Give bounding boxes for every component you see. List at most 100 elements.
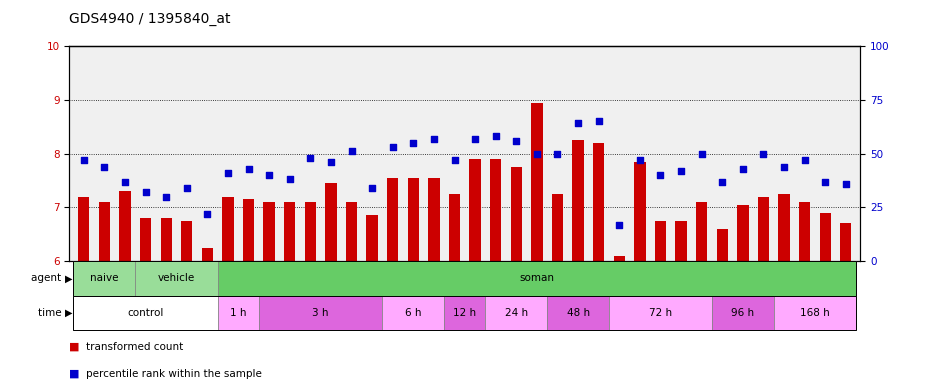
Bar: [217, 261, 857, 296]
Text: transformed count: transformed count: [86, 342, 183, 352]
Bar: [181, 221, 192, 261]
Bar: [99, 202, 110, 261]
Text: 3 h: 3 h: [313, 308, 329, 318]
Bar: [428, 178, 439, 261]
Bar: [135, 261, 217, 296]
Bar: [449, 194, 460, 261]
Point: [386, 144, 401, 150]
Bar: [778, 194, 790, 261]
Point: [241, 166, 256, 172]
Point: [797, 157, 812, 163]
Bar: [161, 218, 172, 261]
Bar: [119, 191, 130, 261]
Bar: [486, 296, 548, 330]
Point: [324, 159, 339, 165]
Bar: [712, 296, 773, 330]
Bar: [470, 159, 481, 261]
Point: [611, 222, 626, 228]
Text: 6 h: 6 h: [405, 308, 422, 318]
Text: 1 h: 1 h: [230, 308, 246, 318]
Bar: [78, 197, 90, 261]
Bar: [609, 296, 712, 330]
Point: [756, 151, 771, 157]
Point: [262, 172, 277, 178]
Text: ■: ■: [69, 369, 83, 379]
Point: [777, 164, 792, 170]
Bar: [382, 296, 444, 330]
Bar: [717, 229, 728, 261]
Text: vehicle: vehicle: [158, 273, 195, 283]
Bar: [217, 296, 259, 330]
Text: time: time: [38, 308, 65, 318]
Bar: [531, 103, 543, 261]
Bar: [675, 221, 686, 261]
Bar: [490, 159, 501, 261]
Bar: [346, 202, 357, 261]
Bar: [511, 167, 522, 261]
Text: 24 h: 24 h: [505, 308, 528, 318]
Bar: [737, 205, 748, 261]
Bar: [73, 296, 217, 330]
Bar: [444, 296, 486, 330]
Bar: [655, 221, 666, 261]
Point: [200, 211, 215, 217]
Point: [818, 179, 833, 185]
Bar: [840, 223, 852, 261]
Point: [735, 166, 750, 172]
Text: 168 h: 168 h: [800, 308, 830, 318]
Bar: [799, 202, 810, 261]
Bar: [408, 178, 419, 261]
Point: [529, 151, 544, 157]
Bar: [284, 202, 295, 261]
Bar: [304, 202, 316, 261]
Point: [571, 121, 586, 127]
Bar: [548, 296, 609, 330]
Point: [117, 179, 132, 185]
Point: [468, 136, 483, 142]
Text: 12 h: 12 h: [453, 308, 476, 318]
Text: naive: naive: [90, 273, 118, 283]
Bar: [552, 194, 563, 261]
Text: percentile rank within the sample: percentile rank within the sample: [86, 369, 262, 379]
Point: [673, 168, 688, 174]
Point: [653, 172, 668, 178]
Bar: [635, 162, 646, 261]
Bar: [593, 143, 604, 261]
Point: [77, 157, 92, 163]
Bar: [140, 218, 152, 261]
Point: [838, 180, 853, 187]
Text: 96 h: 96 h: [732, 308, 755, 318]
Point: [282, 176, 297, 182]
Bar: [366, 215, 377, 261]
Point: [159, 194, 174, 200]
Point: [633, 157, 648, 163]
Point: [715, 179, 730, 185]
Point: [695, 151, 709, 157]
Bar: [243, 199, 254, 261]
Bar: [773, 296, 857, 330]
Point: [97, 164, 112, 170]
Bar: [573, 140, 584, 261]
Text: soman: soman: [520, 273, 554, 283]
Bar: [73, 261, 135, 296]
Point: [138, 189, 153, 195]
Text: 48 h: 48 h: [566, 308, 589, 318]
Point: [303, 155, 318, 161]
Text: ▶: ▶: [65, 308, 72, 318]
Point: [426, 136, 441, 142]
Bar: [758, 197, 769, 261]
Text: 72 h: 72 h: [649, 308, 672, 318]
Text: control: control: [128, 308, 164, 318]
Bar: [696, 202, 708, 261]
Point: [591, 118, 606, 124]
Point: [488, 133, 503, 139]
Text: ■: ■: [69, 342, 83, 352]
Point: [220, 170, 235, 176]
Point: [344, 148, 359, 154]
Point: [406, 140, 421, 146]
Bar: [387, 178, 399, 261]
Point: [550, 151, 565, 157]
Bar: [613, 256, 625, 261]
Bar: [820, 213, 831, 261]
Text: ▶: ▶: [65, 273, 72, 283]
